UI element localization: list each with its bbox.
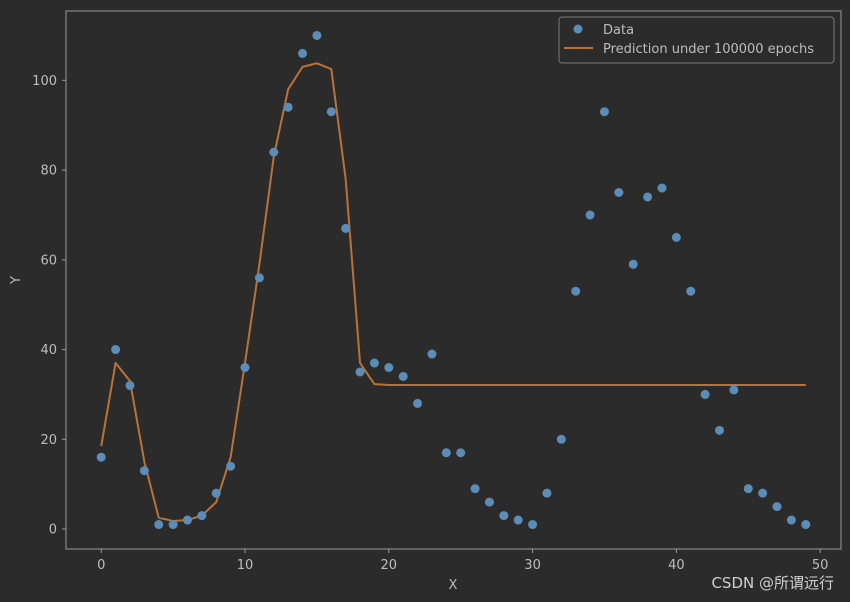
legend-label-prediction: Prediction under 100000 epochs: [603, 42, 814, 57]
data-point: [341, 223, 351, 233]
x-tick-label: 40: [668, 558, 685, 573]
data-point: [125, 380, 135, 390]
data-point: [168, 520, 178, 530]
data-point: [139, 466, 149, 476]
data-point: [456, 448, 466, 458]
y-tick-label: 60: [40, 253, 57, 268]
data-point: [743, 484, 753, 494]
y-tick-label: 40: [40, 343, 57, 358]
x-axis-label: X: [449, 578, 458, 593]
y-tick-label: 20: [40, 433, 57, 448]
data-series: [96, 30, 811, 530]
data-point: [556, 434, 566, 444]
data-point: [671, 232, 681, 242]
data-point: [801, 520, 811, 530]
data-point: [571, 286, 581, 296]
data-point: [528, 520, 538, 530]
data-point: [254, 273, 264, 283]
data-point: [772, 502, 782, 512]
data-point: [298, 48, 308, 58]
data-point: [427, 349, 437, 359]
data-point: [312, 30, 322, 40]
data-point: [715, 425, 724, 435]
x-tick-label: 30: [524, 558, 541, 573]
data-point: [226, 461, 236, 471]
data-point: [369, 358, 379, 368]
data-point: [240, 363, 250, 372]
data-point: [542, 488, 552, 498]
y-axis-label: Y: [9, 276, 24, 285]
data-point: [197, 511, 207, 521]
plot-frame: [65, 10, 842, 550]
data-point: [484, 497, 494, 507]
legend-box: [558, 16, 835, 64]
x-tick-label: 10: [237, 558, 254, 573]
y-tick-label: 0: [49, 523, 57, 538]
legend-label-data: Data: [603, 23, 634, 38]
data-point: [686, 286, 696, 296]
legend: Data Prediction under 100000 epochs: [558, 16, 835, 64]
x-tick-label: 0: [97, 558, 105, 573]
data-point: [441, 448, 451, 458]
data-point: [398, 371, 408, 381]
data-point: [326, 107, 336, 117]
data-point: [758, 488, 768, 498]
data-point: [384, 363, 394, 372]
data-point: [269, 147, 279, 157]
data-point: [599, 107, 609, 117]
data-point: [413, 398, 423, 408]
y-axis-ticks: 0 20 40 60 80 100: [32, 74, 66, 538]
data-point: [154, 520, 164, 530]
x-tick-label: 20: [381, 558, 398, 573]
data-point: [183, 515, 192, 525]
x-tick-label: 50: [812, 558, 829, 573]
watermark: CSDN @所谓远行: [711, 574, 834, 592]
data-point: [111, 345, 121, 355]
data-point: [283, 102, 293, 112]
data-point: [786, 515, 796, 525]
data-point: [614, 188, 624, 197]
data-point: [96, 452, 106, 462]
data-point: [628, 259, 638, 269]
data-point: [211, 488, 221, 498]
data-point: [729, 385, 739, 395]
data-point: [470, 484, 480, 494]
data-point: [700, 389, 710, 399]
data-point: [585, 210, 595, 220]
data-point: [657, 183, 667, 193]
y-tick-label: 100: [32, 74, 57, 89]
data-point: [513, 515, 523, 525]
x-axis-ticks: 0 10 20 30 40 50: [97, 549, 828, 573]
data-point: [355, 367, 365, 377]
legend-marker-data: [573, 24, 583, 34]
data-point: [499, 511, 509, 521]
y-tick-label: 80: [40, 164, 57, 179]
data-point: [643, 192, 653, 202]
